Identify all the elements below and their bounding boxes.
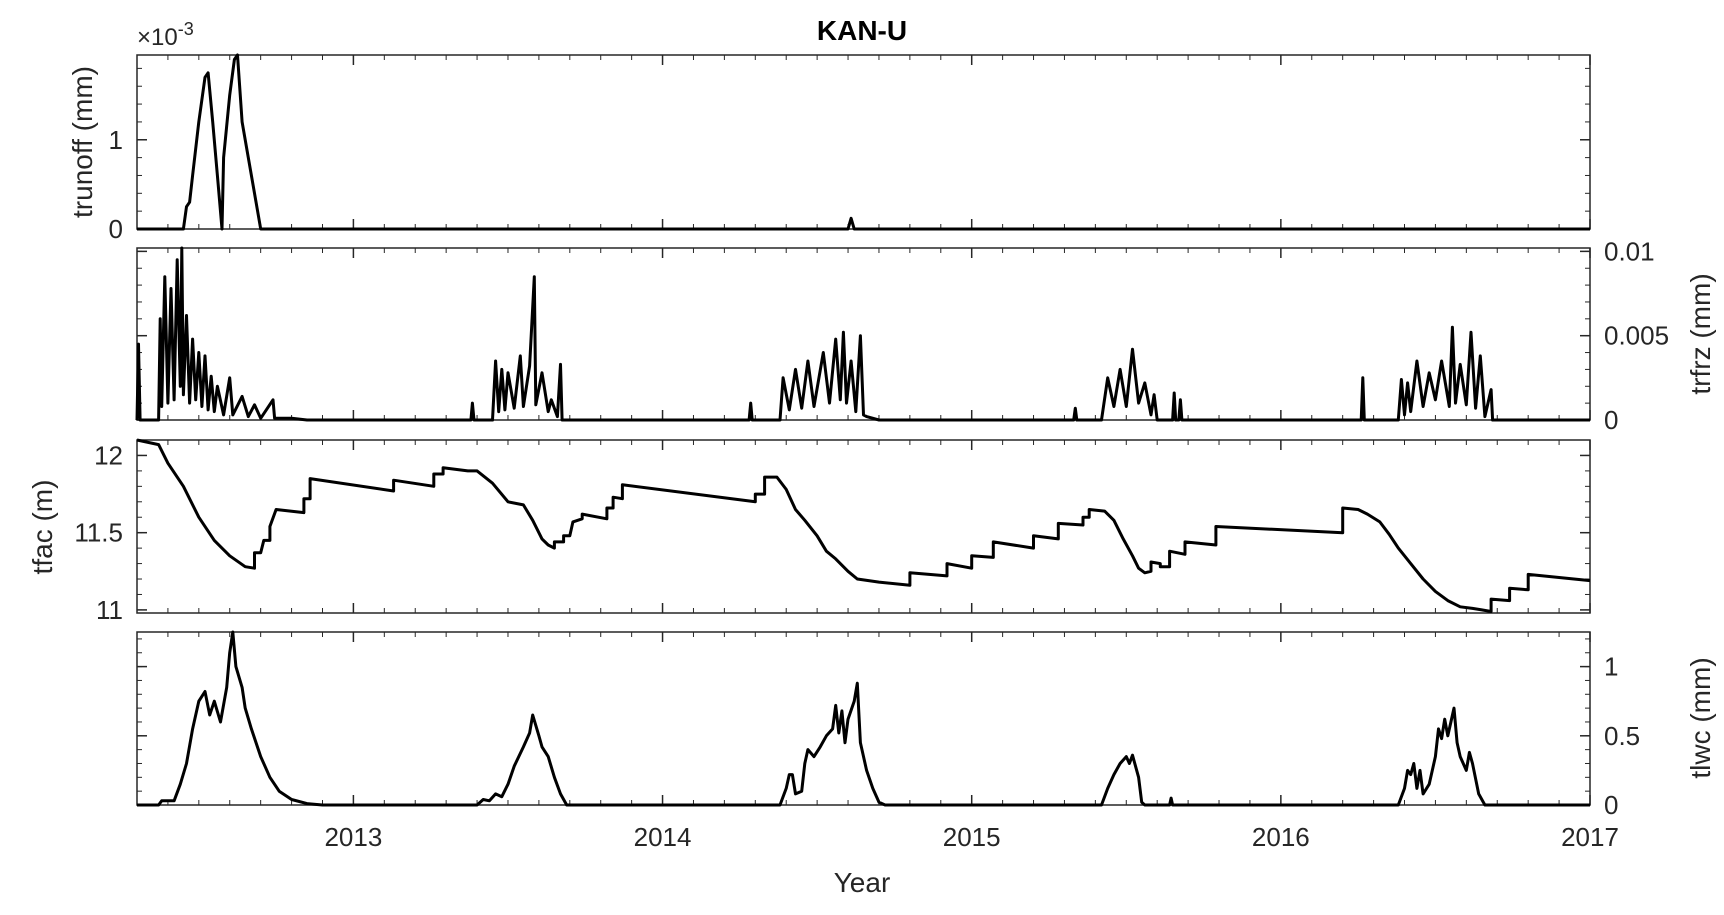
trfrz-y-axis-label: trfrz (mm) [1685,273,1716,394]
y-tick-label: 0 [1604,405,1618,435]
trunoff-plot-area [136,54,1591,230]
trunoff-panel: 01 trunoff (mm) ×10-3 [67,19,1591,244]
tfac-plot-area [136,439,1591,614]
tlwc-y-ticks: 00.51 [137,638,1640,820]
y-tick-label: 0 [1604,790,1618,820]
x-tick-label: 2014 [634,822,692,852]
trunoff-y-ticks: 01 [109,67,1590,244]
y-tick-label: 0.01 [1604,236,1655,266]
x-tick-label: 2017 [1561,822,1619,852]
tlwc-x-ticks [167,632,1591,805]
y-tick-label: 1 [1604,652,1618,682]
y-tick-label: 11.5 [74,518,123,548]
x-axis-label: Year [834,867,891,898]
y-tick-label: 0.005 [1604,321,1669,351]
x-tick-label: 2016 [1252,822,1310,852]
tlwc-y-axis-label: tlwc (mm) [1685,657,1716,778]
trunoff-exponent-label: ×10-3 [137,19,194,51]
trunoff-series-line [137,53,1590,231]
tlwc-series-line [137,630,1590,807]
y-tick-label: 0.5 [1604,721,1640,751]
y-tick-label: 1 [109,125,123,155]
tfac-y-axis-label: tfac (m) [27,480,58,575]
y-tick-label: 12 [94,440,123,470]
tlwc-plot-area [136,631,1591,806]
tfac-x-ticks [167,440,1591,613]
trfrz-y-ticks: 0 0.005 0.01 [137,236,1669,435]
tfac-panel: 11 11.5 12 tfac (m) [27,438,1591,625]
trunoff-y-axis-label: trunoff (mm) [67,66,98,218]
tlwc-panel: 00.51 tlwc (mm) [136,630,1716,820]
chart-title: KAN-U [817,15,907,46]
x-tick-labels: 2013 2014 2015 2016 2017 [324,822,1618,852]
y-tick-label: 11 [96,595,123,625]
x-tick-label: 2013 [324,822,382,852]
trfrz-panel: 0 0.005 0.01 trfrz (mm) [135,236,1716,435]
trfrz-series-line [135,246,1590,422]
tfac-y-ticks: 11 11.5 12 [74,439,1590,625]
y-tick-label: 0 [109,214,123,244]
tfac-series-line [136,438,1591,613]
x-tick-label: 2015 [943,822,1001,852]
